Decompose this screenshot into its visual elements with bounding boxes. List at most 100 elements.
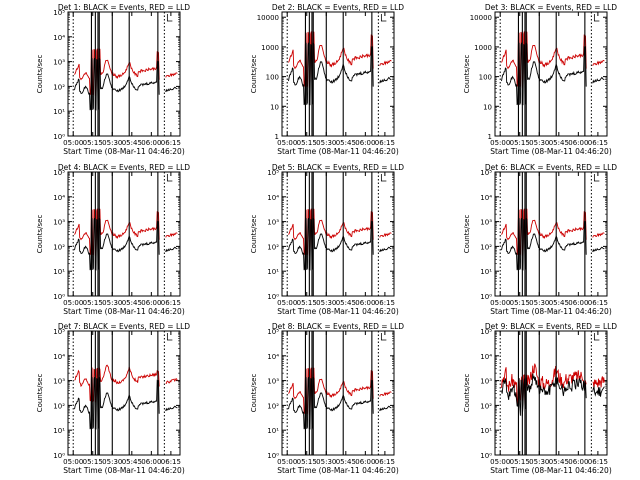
y-tick-label: 1 (275, 133, 279, 141)
detector-panel-1: Det 1: BLACK = Events, RED = LLD 10⁰ 10¹ 10… (36, 3, 190, 156)
x-axis-label: Start Time (08-Mar-11 04:46:20) (63, 307, 185, 316)
y-tick-label: 10¹ (267, 268, 279, 276)
detector-panel-9: Det 9: BLACK = Events, RED = LLD 10⁰ 10¹ 10… (463, 322, 617, 475)
series-group (501, 363, 605, 417)
series-group (288, 366, 392, 430)
detector-panel-2: Det 2: BLACK = Events, RED = LLD 1 10 100 10… (250, 3, 404, 156)
y-tick-label: 10³ (480, 219, 492, 227)
series-group (288, 207, 392, 271)
y-axis-label: Counts/sec (463, 374, 471, 413)
x-tick-label: 05:15 (83, 139, 103, 147)
series-line-events (288, 217, 392, 271)
series-group (288, 31, 392, 106)
series-group (501, 207, 605, 271)
plot-frame (281, 330, 395, 456)
x-tick-label: 06:15 (375, 458, 395, 466)
y-tick-label: 1 (488, 133, 492, 141)
plot-frame (494, 330, 608, 456)
x-axis-label: Start Time (08-Mar-11 04:46:20) (63, 147, 185, 156)
panel-title: Det 7: BLACK = Events, RED = LLD (58, 322, 190, 331)
series-line-lld (288, 366, 392, 417)
x-tick-label: 06:00 (568, 458, 588, 466)
panel-title: Det 6: BLACK = Events, RED = LLD (485, 163, 617, 172)
corner-marker (380, 333, 387, 341)
y-tick-label: 10⁰ (267, 452, 279, 460)
x-tick-label: 05:45 (336, 139, 356, 147)
plot-frame (67, 171, 181, 297)
y-tick-label: 10¹ (480, 427, 492, 435)
series-line-lld (501, 363, 605, 409)
y-tick-label: 10¹ (53, 268, 65, 276)
x-tick-label: 05:30 (529, 139, 549, 147)
x-tick-label: 05:45 (122, 139, 142, 147)
y-axis-label: Counts/sec (463, 55, 471, 94)
x-tick-label: 05:30 (316, 299, 336, 307)
x-axis-label: Start Time (08-Mar-11 04:46:20) (490, 307, 612, 316)
x-tick-label: 06:00 (355, 299, 375, 307)
x-tick-label: 05:15 (83, 299, 103, 307)
y-tick-label: 10⁰ (267, 293, 279, 301)
x-axis-label: Start Time (08-Mar-11 04:46:20) (277, 466, 399, 475)
x-tick-label: 06:15 (161, 299, 181, 307)
y-axis-label: Counts/sec (250, 55, 258, 94)
plot-frame (494, 171, 608, 297)
y-tick-label: 10¹ (267, 427, 279, 435)
corner-marker (593, 174, 600, 182)
series-line-events (288, 376, 392, 430)
x-axis-label: Start Time (08-Mar-11 04:46:20) (63, 466, 185, 475)
y-tick-label: 10⁴ (267, 353, 279, 361)
x-tick-label: 06:00 (568, 299, 588, 307)
y-tick-label: 10⁵ (480, 328, 492, 336)
y-tick-label: 10¹ (53, 427, 65, 435)
corner-marker (380, 174, 387, 182)
y-tick-label: 10 (483, 103, 492, 111)
panel-title: Det 3: BLACK = Events, RED = LLD (485, 3, 617, 12)
y-tick-label: 10⁵ (267, 169, 279, 177)
x-tick-label: 05:30 (102, 299, 122, 307)
y-tick-label: 10⁴ (267, 194, 279, 202)
y-tick-label: 10⁴ (53, 194, 65, 202)
x-tick-label: 05:45 (549, 299, 569, 307)
y-tick-label: 10⁵ (480, 169, 492, 177)
y-axis-label: Counts/sec (36, 374, 44, 413)
corner-marker (380, 14, 387, 22)
y-tick-label: 10⁰ (480, 452, 492, 460)
x-tick-label: 06:15 (161, 139, 181, 147)
y-tick-label: 10² (267, 402, 279, 410)
x-tick-label: 06:15 (588, 299, 608, 307)
corner-marker (593, 14, 600, 22)
x-tick-label: 06:00 (141, 458, 161, 466)
x-tick-label: 05:30 (529, 458, 549, 466)
detector-panel-8: Det 8: BLACK = Events, RED = LLD 10⁰ 10¹ 10… (250, 322, 404, 475)
x-axis-label: Start Time (08-Mar-11 04:46:20) (277, 307, 399, 316)
detector-panel-4: Det 4: BLACK = Events, RED = LLD 10⁰ 10¹ 10… (36, 163, 190, 316)
x-tick-label: 06:15 (588, 458, 608, 466)
y-tick-label: 1000 (261, 44, 279, 52)
y-tick-label: 10000 (470, 14, 492, 22)
panel-title: Det 5: BLACK = Events, RED = LLD (272, 163, 404, 172)
x-tick-label: 05:00 (63, 299, 83, 307)
series-line-events (74, 217, 178, 271)
series-line-lld (74, 364, 178, 403)
y-tick-label: 10² (267, 243, 279, 251)
y-tick-label: 10³ (267, 219, 279, 227)
plot-frame (494, 11, 608, 137)
x-tick-label: 05:00 (490, 139, 510, 147)
y-tick-label: 10000 (257, 14, 279, 22)
detector-panel-6: Det 6: BLACK = Events, RED = LLD 10⁰ 10¹ 10… (463, 163, 617, 316)
x-tick-label: 05:15 (510, 299, 530, 307)
x-tick-label: 05:15 (510, 458, 530, 466)
plot-frame (281, 11, 395, 137)
y-tick-label: 10⁰ (53, 133, 65, 141)
plot-frame (281, 171, 395, 297)
series-line-events (74, 57, 178, 111)
y-tick-label: 10⁵ (267, 328, 279, 336)
y-tick-label: 10³ (53, 378, 65, 386)
x-tick-label: 05:00 (490, 299, 510, 307)
x-axis-label: Start Time (08-Mar-11 04:46:20) (490, 466, 612, 475)
y-tick-label: 100 (479, 74, 492, 82)
y-tick-label: 10⁵ (53, 328, 65, 336)
plot-frame (67, 11, 181, 137)
plot-frame (67, 330, 181, 456)
